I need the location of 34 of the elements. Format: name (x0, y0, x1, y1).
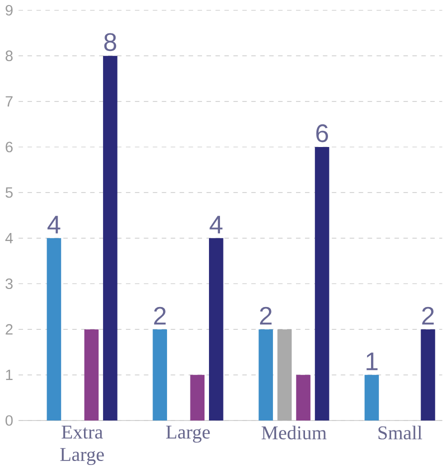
data-label: 6 (316, 124, 328, 142)
x-tick-label: Large (166, 426, 210, 443)
x-tick-label: Small (378, 426, 422, 440)
bar (209, 238, 224, 420)
y-tick-label: 3 (6, 278, 13, 290)
data-label: 4 (210, 216, 223, 234)
bar (152, 329, 168, 420)
y-tick-label: 1 (6, 370, 13, 380)
bar (103, 56, 118, 420)
bar (190, 374, 205, 420)
data-label: 4 (48, 216, 61, 234)
data-label: 2 (260, 306, 272, 325)
bar (296, 374, 311, 420)
data-label: 8 (104, 33, 116, 52)
y-tick-label: 2 (6, 324, 13, 335)
data-label: 2 (422, 306, 434, 325)
bar (258, 329, 274, 420)
y-tick-label: 8 (6, 50, 13, 62)
y-tick-label: 9 (6, 4, 13, 16)
y-tick-label: 6 (6, 142, 13, 152)
x-tick-label: Extra Large (60, 426, 104, 466)
data-label: 1 (366, 352, 378, 370)
x-tick-label: Medium (262, 426, 327, 440)
bar (421, 329, 436, 420)
y-tick-label: 4 (6, 233, 14, 244)
bar (364, 374, 380, 420)
bar (47, 238, 62, 420)
bar (84, 329, 99, 420)
y-tick-label: 7 (6, 96, 13, 107)
data-label: 2 (154, 306, 166, 325)
y-tick-label: 0 (6, 415, 13, 426)
y-tick-label: 5 (6, 187, 13, 198)
bar (278, 329, 292, 420)
bar (315, 147, 330, 420)
